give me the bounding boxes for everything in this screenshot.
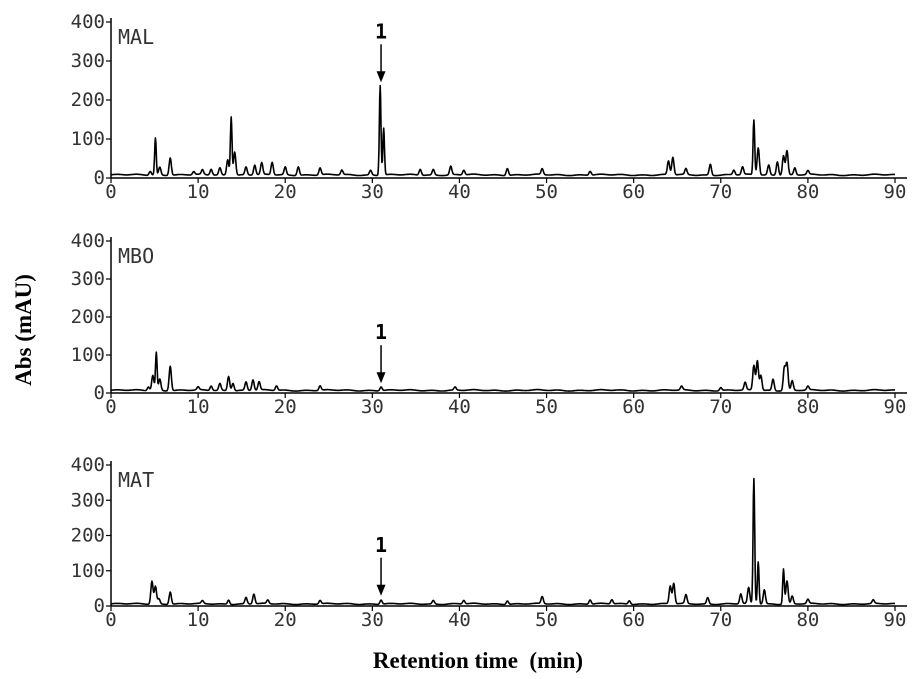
y-tick-label: 400 [71, 230, 105, 252]
y-tick-label: 200 [71, 89, 105, 111]
y-tick-label: 300 [71, 489, 105, 511]
x-tick-label: 60 [622, 609, 645, 631]
y-tick-label: 100 [71, 128, 105, 150]
y-axis-title: Abs (mAU) [11, 274, 36, 386]
panel-mat: 0 100 200 300 400 0 10 20 30 40 50 60 70 80 90 MAT 1 [71, 454, 907, 631]
trace-mbo [110, 351, 896, 392]
x-tick-label: 20 [274, 609, 297, 631]
x-tick-label: 80 [796, 396, 819, 418]
peak-1-annotation: 1 [375, 320, 387, 384]
x-tick-label: 90 [884, 181, 907, 203]
x-tick-label: 50 [535, 181, 558, 203]
y-tick-label: 400 [71, 11, 105, 33]
x-tick-label: 30 [361, 181, 384, 203]
arrow-head [376, 372, 386, 384]
y-tick-label: 200 [71, 525, 105, 547]
x-tick-label: 50 [535, 609, 558, 631]
peak-1-annotation: 1 [375, 19, 387, 83]
x-tick-label: 0 [105, 396, 116, 418]
x-tick-label: 30 [361, 609, 384, 631]
panel-mal: 0 100 200 300 400 0 10 20 30 40 50 60 70 80 90 MAL 1 [71, 11, 907, 203]
peak-1-label: 1 [375, 19, 387, 43]
x-axis-title: Retention time (min) [373, 648, 583, 673]
arrow-head [376, 584, 386, 596]
x-tick-label: 20 [274, 181, 297, 203]
y-tick-label: 300 [71, 268, 105, 290]
trace-mal [110, 84, 896, 177]
x-tick-label: 70 [709, 396, 732, 418]
panel-mbo: 0 100 200 300 400 0 10 20 30 40 50 60 70 80 90 MBO 1 [71, 230, 907, 418]
x-tick-label: 90 [884, 396, 907, 418]
x-tick-label: 10 [187, 396, 210, 418]
sample-label: MBO [118, 244, 154, 268]
x-tick-label: 10 [187, 609, 210, 631]
y-tick-label: 300 [71, 50, 105, 72]
x-tick-label: 90 [884, 609, 907, 631]
y-tick-label: 0 [94, 167, 105, 189]
arrow-head [376, 71, 386, 83]
peak-1-annotation: 1 [375, 533, 387, 596]
x-tick-label: 40 [448, 396, 471, 418]
x-tick-label: 60 [622, 181, 645, 203]
x-tick-label: 50 [535, 396, 558, 418]
x-tick-label: 10 [187, 181, 210, 203]
x-tick-label: 80 [796, 609, 819, 631]
sample-label: MAT [118, 468, 154, 492]
peak-1-label: 1 [375, 320, 387, 344]
y-tick-label: 0 [94, 595, 105, 617]
peak-1-label: 1 [375, 533, 387, 557]
x-tick-label: 30 [361, 396, 384, 418]
x-tick-label: 40 [448, 181, 471, 203]
x-tick-label: 80 [796, 181, 819, 203]
x-tick-label: 70 [709, 181, 732, 203]
x-tick-label: 0 [105, 609, 116, 631]
x-tick-label: 20 [274, 396, 297, 418]
sample-label: MAL [118, 25, 154, 49]
trace-mat [110, 477, 896, 606]
y-tick-label: 200 [71, 306, 105, 328]
x-tick-label: 40 [448, 609, 471, 631]
y-tick-label: 0 [94, 382, 105, 404]
x-tick-label: 60 [622, 396, 645, 418]
y-tick-label: 100 [71, 560, 105, 582]
x-tick-label: 0 [105, 181, 116, 203]
y-tick-label: 100 [71, 344, 105, 366]
y-tick-label: 400 [71, 454, 105, 476]
x-tick-label: 70 [709, 609, 732, 631]
